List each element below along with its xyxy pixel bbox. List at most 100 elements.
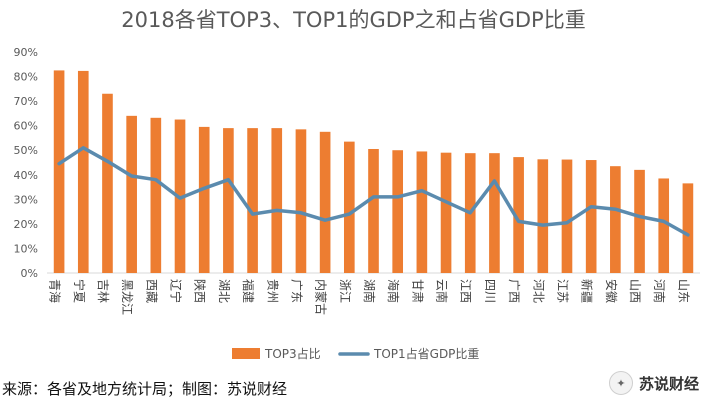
- y-tick-label: 90%: [14, 46, 38, 59]
- line-point: [590, 205, 592, 208]
- watermark: ✦ 苏说财经: [608, 371, 699, 395]
- x-tick-label: 内蒙古: [314, 279, 329, 315]
- y-axis: 0% 10% 20% 30% 40% 50% 60% 70% 80% 90%: [14, 46, 700, 280]
- legend-label: TOP1占省GDP比重: [373, 346, 479, 361]
- line-point: [396, 196, 399, 198]
- y-tick-label: 30%: [14, 193, 38, 206]
- bar: [198, 126, 210, 274]
- x-tick-label: 浙江: [338, 279, 352, 303]
- bar: [77, 70, 89, 273]
- x-tick-label: 山东: [676, 279, 690, 303]
- bar: [368, 148, 379, 273]
- y-tick-label: 70%: [14, 95, 38, 108]
- x-tick-label: 陕西: [193, 279, 208, 303]
- x-tick-label: 吉林: [96, 279, 110, 303]
- line-point: [662, 220, 665, 223]
- bar: [634, 169, 645, 273]
- line-point: [638, 215, 641, 218]
- source-note: 来源：各省及地方统计局；制图：苏说财经: [2, 380, 288, 398]
- x-tick-label: 福建: [241, 279, 256, 303]
- line-series: [57, 146, 690, 237]
- wechat-icon: ✦: [608, 371, 633, 395]
- x-tick-label: 辽宁: [169, 279, 184, 303]
- bar: [223, 128, 234, 273]
- line-point: [179, 197, 181, 199]
- line-point: [541, 224, 544, 226]
- x-tick-label: 新疆: [580, 279, 595, 303]
- x-tick-label: 四川: [483, 279, 497, 303]
- bar: [392, 150, 404, 273]
- bar: [489, 153, 500, 273]
- x-tick-label: 江西: [459, 279, 473, 303]
- line-point: [106, 160, 109, 163]
- x-tick-label: 黑龙江: [120, 279, 134, 315]
- x-tick-label: 江苏: [555, 279, 569, 303]
- x-tick-label: 海南: [386, 279, 401, 303]
- x-tick-label: 云南: [435, 279, 450, 303]
- line-point: [155, 178, 157, 181]
- gdp-share-chart: 0% 10% 20% 30% 40% 50% 60% 70% 80% 90% 青海 宁夏 吉林 黑龙江西…: [14, 46, 700, 361]
- bar: [319, 131, 331, 273]
- line-point: [300, 212, 302, 214]
- line-point: [82, 146, 85, 149]
- bar: [126, 115, 137, 273]
- legend-swatch-bar: [232, 348, 260, 359]
- legend-label: TOP3占比: [264, 346, 321, 361]
- line-point: [227, 178, 230, 181]
- line-point: [275, 209, 278, 212]
- y-tick-label: 40%: [14, 169, 38, 182]
- legend: TOP3占比 TOP1占省GDP比重: [232, 346, 479, 361]
- x-tick-label: 河南: [652, 279, 667, 303]
- x-tick-label: 山西: [628, 279, 642, 303]
- line-point: [348, 213, 351, 215]
- x-tick-label: 贵州: [265, 279, 279, 303]
- bar: [658, 178, 670, 273]
- x-axis: 青海 宁夏 吉林 黑龙江 西藏 辽宁 陕西 湖北 福建 贵州 广东 内蒙古 浙江 湖南 海南 甘肃 云南 江西 四川…: [48, 279, 691, 315]
- line-point: [687, 234, 689, 236]
- x-tick-label: 安徽: [604, 279, 619, 303]
- line-point: [372, 196, 375, 198]
- line-point: [445, 200, 447, 203]
- y-tick-label: 0%: [21, 267, 38, 280]
- x-tick-label: 广东: [289, 279, 303, 303]
- bar: [53, 70, 65, 274]
- bar-series: [53, 70, 694, 274]
- line-point: [614, 208, 617, 210]
- line-point: [203, 187, 206, 190]
- y-tick-label: 80%: [14, 71, 38, 84]
- bar: [343, 141, 355, 273]
- bar: [585, 160, 597, 273]
- x-tick-label: 湖南: [362, 279, 377, 303]
- bar: [561, 159, 573, 273]
- chart-title: 2018各省TOP3、TOP1的GDP之和占省GDP比重: [121, 8, 586, 32]
- bar: [610, 166, 621, 273]
- bar: [513, 157, 524, 273]
- line-point: [324, 219, 326, 222]
- x-tick-label: 宁夏: [72, 279, 87, 303]
- line-point: [493, 180, 496, 182]
- y-tick-label: 10%: [14, 242, 38, 255]
- x-tick-label: 甘肃: [410, 279, 424, 303]
- x-tick-label: 西藏: [144, 279, 158, 303]
- bar: [295, 129, 307, 273]
- x-tick-label: 青海: [48, 279, 63, 303]
- bar: [682, 183, 694, 273]
- bar: [247, 128, 258, 273]
- watermark-text: 苏说财经: [638, 374, 699, 393]
- bar: [416, 151, 428, 273]
- x-tick-label: 广西: [507, 279, 521, 303]
- line-point: [469, 212, 472, 214]
- line-point: [251, 213, 254, 215]
- line-point: [130, 175, 133, 177]
- line-point: [566, 221, 568, 224]
- line-point: [58, 162, 60, 165]
- bar: [102, 93, 113, 273]
- bar: [150, 117, 162, 273]
- line-point: [517, 220, 520, 223]
- bar: [271, 128, 283, 273]
- x-tick-label: 河北: [531, 279, 545, 303]
- y-tick-label: 60%: [14, 120, 38, 133]
- bar: [440, 152, 452, 273]
- y-tick-label: 20%: [14, 218, 38, 231]
- line-point: [421, 189, 423, 192]
